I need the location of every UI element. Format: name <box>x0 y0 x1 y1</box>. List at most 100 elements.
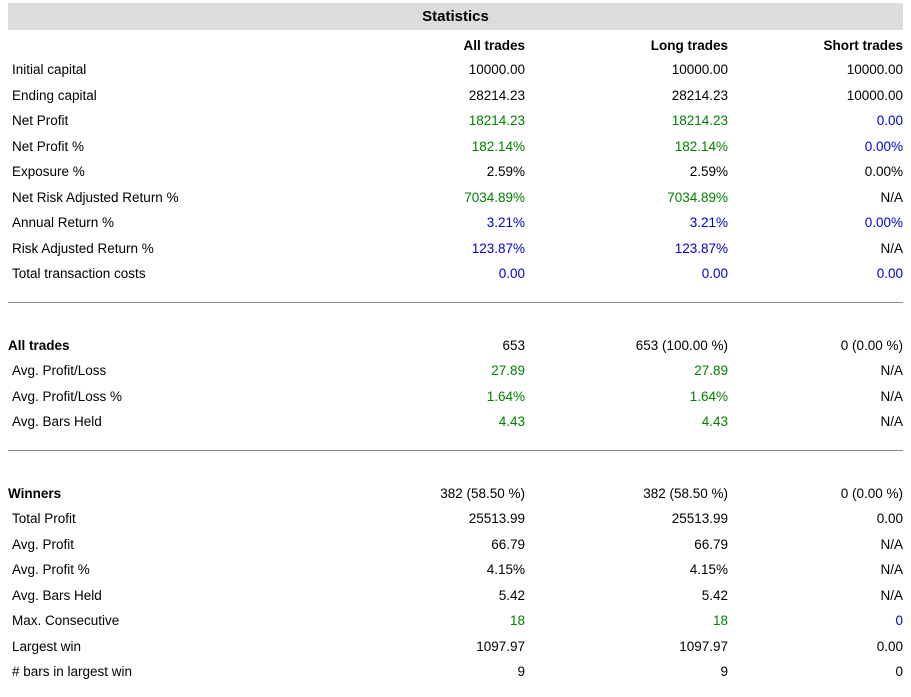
row-label: Total transaction costs <box>12 266 146 282</box>
cell-all-trades: 1.64% <box>486 388 525 404</box>
cell-all-trades: 182.14% <box>471 138 525 154</box>
cell-all-trades: 28214.23 <box>468 87 525 103</box>
cell-long-trades: 182.14% <box>674 138 728 154</box>
cell-short-trades: N/A <box>880 240 903 256</box>
cell-short-trades: 0.00% <box>864 138 903 154</box>
cell-all-trades: 18 <box>509 613 525 629</box>
row-label: Initial capital <box>12 62 87 78</box>
cell-short-trades: 0.00% <box>864 164 903 180</box>
cell-short-trades: 0 <box>895 613 903 629</box>
cell-all-trades: 4.15% <box>486 562 525 578</box>
cell-long-trades: 25513.99 <box>671 511 728 527</box>
cell-long-trades: 4.43 <box>701 414 728 430</box>
cell-long-trades: 18214.23 <box>671 113 728 129</box>
cell-short-trades: N/A <box>880 536 903 552</box>
cell-all-trades: 4.43 <box>498 414 525 430</box>
cell-all-trades: 0.00 <box>498 266 525 282</box>
divider-line <box>8 449 903 451</box>
column-header-long-trades: Long trades <box>650 37 728 53</box>
cell-short-trades: 0 (0.00 %) <box>840 337 903 353</box>
row-label: Annual Return % <box>12 215 115 231</box>
cell-long-trades: 0.00 <box>701 266 728 282</box>
cell-all-trades: 1097.97 <box>476 638 525 654</box>
row-label: Avg. Bars Held <box>12 587 102 603</box>
cell-short-trades: 0 (0.00 %) <box>840 485 903 501</box>
cell-short-trades: 10000.00 <box>846 62 903 78</box>
table-row: # bars in largest win 9 9 0 <box>8 659 903 685</box>
cell-long-trades: 653 (100.00 %) <box>635 337 728 353</box>
cell-short-trades: N/A <box>880 587 903 603</box>
cell-long-trades: 66.79 <box>694 536 728 552</box>
cell-short-trades: N/A <box>880 189 903 205</box>
table-row: Exposure % 2.59% 2.59% 0.00% <box>8 159 903 185</box>
cell-long-trades: 5.42 <box>701 587 728 603</box>
row-label: Avg. Profit % <box>12 562 90 578</box>
cell-all-trades: 9 <box>517 664 525 680</box>
row-label: Exposure % <box>12 164 85 180</box>
cell-short-trades: 0.00 <box>876 113 903 129</box>
table-row: Winners 382 (58.50 %) 382 (58.50 %) 0 (0.00… <box>8 481 903 507</box>
cell-long-trades: 10000.00 <box>671 62 728 78</box>
cell-all-trades: 18214.23 <box>468 113 525 129</box>
table-row: Avg. Profit % 4.15% 4.15% N/A <box>8 557 903 583</box>
table-row: Max. Consecutive 18 18 0 <box>8 608 903 634</box>
table-row: Avg. Profit/Loss % 1.64% 1.64% N/A <box>8 384 903 410</box>
cell-all-trades: 27.89 <box>491 363 525 379</box>
row-label: Avg. Profit <box>12 536 75 552</box>
column-header-row: All trades Long trades Short trades <box>8 33 903 57</box>
cell-short-trades: N/A <box>880 388 903 404</box>
cell-short-trades: 0.00 <box>876 638 903 654</box>
row-label: Net Risk Adjusted Return % <box>12 189 179 205</box>
table-row: Ending capital 28214.23 28214.23 10000.00 <box>8 83 903 109</box>
cell-all-trades: 25513.99 <box>468 511 525 527</box>
section-divider <box>8 287 903 333</box>
report-title-bar: Statistics <box>8 3 903 30</box>
cell-all-trades: 7034.89% <box>464 189 525 205</box>
row-label: Total Profit <box>12 511 76 527</box>
cell-all-trades: 2.59% <box>486 164 525 180</box>
divider-line <box>8 301 903 303</box>
table-row: Avg. Profit 66.79 66.79 N/A <box>8 532 903 558</box>
cell-long-trades: 18 <box>712 613 728 629</box>
table-row: Avg. Bars Held 4.43 4.43 N/A <box>8 409 903 435</box>
row-label: # bars in largest win <box>12 664 133 680</box>
statistics-table: All trades Long trades Short trades Init… <box>8 33 903 685</box>
section-divider <box>8 435 903 481</box>
row-label: Largest win <box>12 638 82 654</box>
cell-all-trades: 382 (58.50 %) <box>440 485 525 501</box>
report-title: Statistics <box>422 8 489 25</box>
cell-long-trades: 4.15% <box>689 562 728 578</box>
row-label: Avg. Profit/Loss % <box>12 388 123 404</box>
cell-short-trades: 0 <box>895 664 903 680</box>
section-header-label: Winners <box>8 485 62 501</box>
table-row: Net Profit % 182.14% 182.14% 0.00% <box>8 134 903 160</box>
table-row: Net Risk Adjusted Return % 7034.89% 7034.8… <box>8 185 903 211</box>
cell-short-trades: N/A <box>880 414 903 430</box>
cell-short-trades: N/A <box>880 363 903 379</box>
cell-long-trades: 123.87% <box>674 240 728 256</box>
column-header-short-trades: Short trades <box>823 37 903 53</box>
row-label: Risk Adjusted Return % <box>12 240 154 256</box>
row-label: Avg. Bars Held <box>12 414 102 430</box>
cell-all-trades: 66.79 <box>491 536 525 552</box>
table-row: Avg. Bars Held 5.42 5.42 N/A <box>8 583 903 609</box>
cell-short-trades: N/A <box>880 562 903 578</box>
cell-short-trades: 0.00 <box>876 511 903 527</box>
statistics-report: Statistics All trades Long trades Short … <box>8 3 903 685</box>
row-label: Max. Consecutive <box>12 613 120 629</box>
cell-long-trades: 1.64% <box>689 388 728 404</box>
table-row: All trades 653 653 (100.00 %) 0 (0.00 %) <box>8 333 903 359</box>
cell-long-trades: 382 (58.50 %) <box>643 485 728 501</box>
cell-long-trades: 28214.23 <box>671 87 728 103</box>
table-row: Initial capital 10000.00 10000.00 10000.00 <box>8 57 903 83</box>
cell-short-trades: 10000.00 <box>846 87 903 103</box>
cell-long-trades: 9 <box>720 664 728 680</box>
cell-long-trades: 2.59% <box>689 164 728 180</box>
table-row: Annual Return % 3.21% 3.21% 0.00% <box>8 210 903 236</box>
table-row: Total Profit 25513.99 25513.99 0.00 <box>8 506 903 532</box>
cell-long-trades: 3.21% <box>689 215 728 231</box>
cell-all-trades: 653 <box>502 337 525 353</box>
column-header-empty <box>8 33 400 57</box>
cell-short-trades: 0.00 <box>876 266 903 282</box>
row-label: Net Profit % <box>12 138 85 154</box>
